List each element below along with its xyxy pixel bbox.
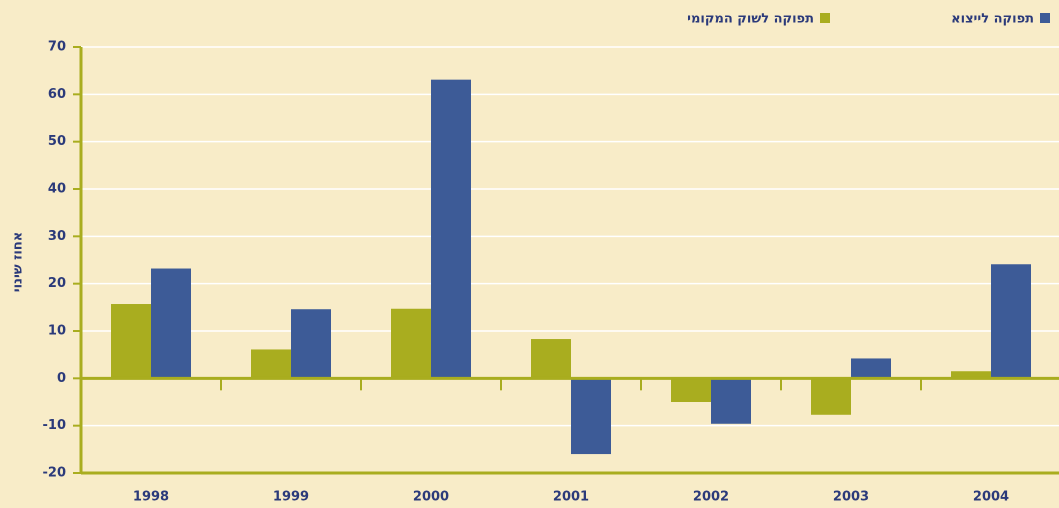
x-tick-label: 2002 <box>693 490 729 505</box>
y-tick-label: -20 <box>43 466 67 481</box>
x-tick-label: 1998 <box>133 490 169 505</box>
bar <box>991 264 1031 379</box>
y-tick-label: 30 <box>48 229 66 244</box>
bar <box>671 378 711 402</box>
bar <box>951 371 991 379</box>
y-axis-label: אחוז שינוי <box>11 232 26 292</box>
y-tick-label: 0 <box>57 371 66 386</box>
bar <box>851 358 891 379</box>
legend-swatch <box>820 13 830 23</box>
x-tick-label: 2001 <box>553 490 589 505</box>
bar <box>531 339 571 379</box>
legend-label: תפוקה לייצוא <box>951 12 1034 27</box>
y-tick-label: 60 <box>48 87 66 102</box>
bar <box>291 309 331 379</box>
bar <box>571 378 611 455</box>
y-tick-label: 50 <box>48 134 66 149</box>
y-tick-label: 40 <box>48 182 66 197</box>
bar <box>151 268 191 379</box>
bar <box>111 304 151 379</box>
bar <box>811 378 851 415</box>
bar <box>711 378 751 424</box>
y-tick-label: 20 <box>48 276 66 291</box>
x-tick-label: 2003 <box>833 490 869 505</box>
bar <box>391 308 431 379</box>
y-tick-label: 10 <box>48 324 66 339</box>
bar <box>431 79 471 379</box>
y-tick-label: -10 <box>43 418 67 433</box>
x-tick-label: 1999 <box>273 490 309 505</box>
x-tick-label: 2000 <box>413 490 449 505</box>
legend-swatch <box>1040 13 1050 23</box>
bar <box>251 349 291 379</box>
x-tick-label: 2004 <box>973 490 1009 505</box>
legend-label: תפוקה לשוק המקומי <box>687 12 814 27</box>
y-tick-label: 70 <box>48 40 66 55</box>
